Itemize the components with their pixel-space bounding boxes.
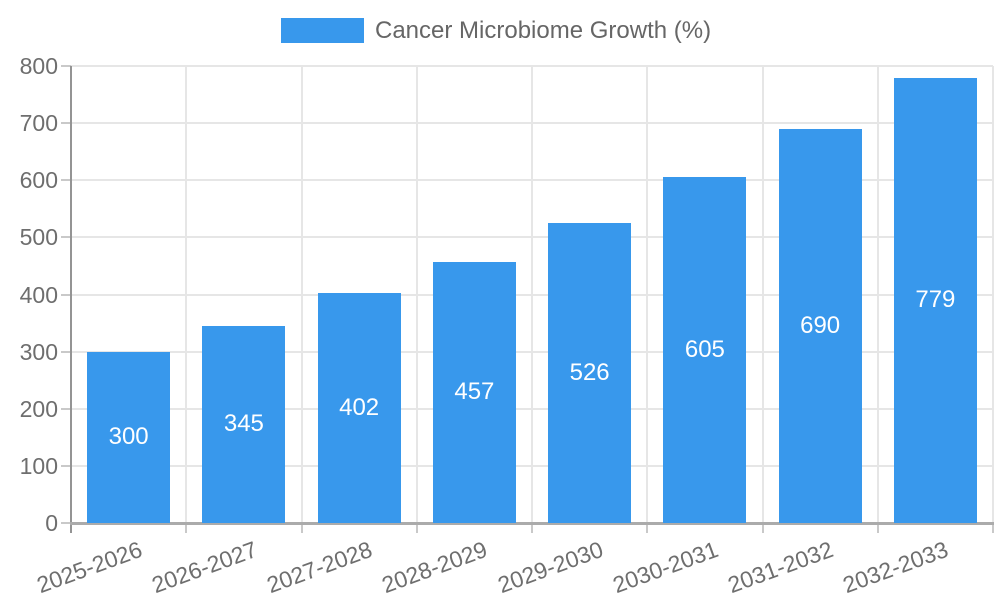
x-axis-tick: [300, 523, 303, 533]
bar-value-label: 605: [684, 336, 725, 364]
x-axis-line: [70, 522, 994, 525]
y-tick-label: 700: [19, 110, 58, 137]
x-axis-tick: [876, 523, 879, 533]
x-gridline: [185, 66, 188, 523]
bar-value-label: 690: [800, 311, 841, 339]
x-axis-tick: [185, 523, 188, 533]
bar-2025-2026: [87, 351, 171, 523]
y-tick-label: 300: [19, 338, 58, 365]
x-tick-label-2031-2032: 2031-2032: [724, 536, 837, 599]
bar-value-label: 457: [454, 378, 495, 406]
bar-2032-2033: [893, 77, 977, 523]
x-tick-label-2025-2026: 2025-2026: [32, 536, 146, 599]
x-axis-tick: [761, 523, 764, 533]
bar-2026-2027: [202, 325, 286, 523]
legend-label: Cancer Microbiome Growth (%): [375, 17, 712, 44]
x-tick-label-2028-2029: 2028-2029: [378, 536, 491, 599]
bar-value-label: 526: [569, 358, 610, 386]
bar-2029-2030: [548, 222, 632, 523]
y-axis-tick: [61, 65, 71, 67]
y-axis-tick: [61, 179, 71, 182]
bar-value-label: 779: [915, 286, 956, 314]
x-gridline: [300, 66, 303, 523]
legend-item[interactable]: Cancer Microbiome Growth (%): [281, 18, 711, 43]
y-axis-tick: [61, 464, 71, 467]
x-axis-tick: [531, 523, 533, 533]
x-axis-tick: [992, 523, 994, 533]
bar-2028-2029: [432, 261, 516, 523]
x-gridline: [761, 66, 764, 523]
y-axis-tick: [61, 350, 71, 353]
bar-2030-2031: [663, 177, 747, 523]
x-gridline: [646, 66, 649, 523]
y-tick-label: 600: [19, 167, 58, 194]
x-tick-label-2032-2033: 2032-2033: [839, 536, 952, 599]
y-tick-label: 800: [19, 53, 58, 79]
x-gridline: [876, 66, 879, 523]
bar-value-label: 402: [339, 394, 380, 422]
bar-2027-2028: [317, 293, 401, 523]
y-tick-label: 400: [19, 281, 58, 308]
y-tick-label: 200: [19, 395, 58, 422]
x-axis-tick: [646, 523, 649, 533]
y-axis-tick: [61, 236, 71, 239]
y-axis-tick: [61, 522, 71, 524]
x-gridline: [992, 66, 994, 523]
y-axis-tick: [61, 407, 71, 410]
y-tick-label: 0: [45, 510, 58, 536]
x-tick-label-2027-2028: 2027-2028: [263, 536, 376, 599]
y-axis-tick: [61, 122, 71, 125]
x-axis-tick: [415, 523, 418, 533]
y-axis-tick: [61, 293, 71, 296]
x-tick-label-2029-2030: 2029-2030: [493, 536, 607, 599]
x-tick-label-2026-2027: 2026-2027: [148, 536, 261, 599]
bar-2031-2032: [778, 128, 862, 523]
x-tick-label-2030-2031: 2030-2031: [609, 536, 722, 599]
bar-value-label: 345: [223, 410, 264, 438]
legend-color-swatch: [281, 18, 364, 43]
y-tick-label: 100: [19, 452, 58, 479]
y-tick-label: 500: [19, 224, 58, 251]
y-axis-line: [70, 66, 72, 533]
x-gridline: [415, 66, 418, 523]
bar-value-label: 300: [108, 423, 149, 451]
x-gridline: [531, 66, 533, 523]
